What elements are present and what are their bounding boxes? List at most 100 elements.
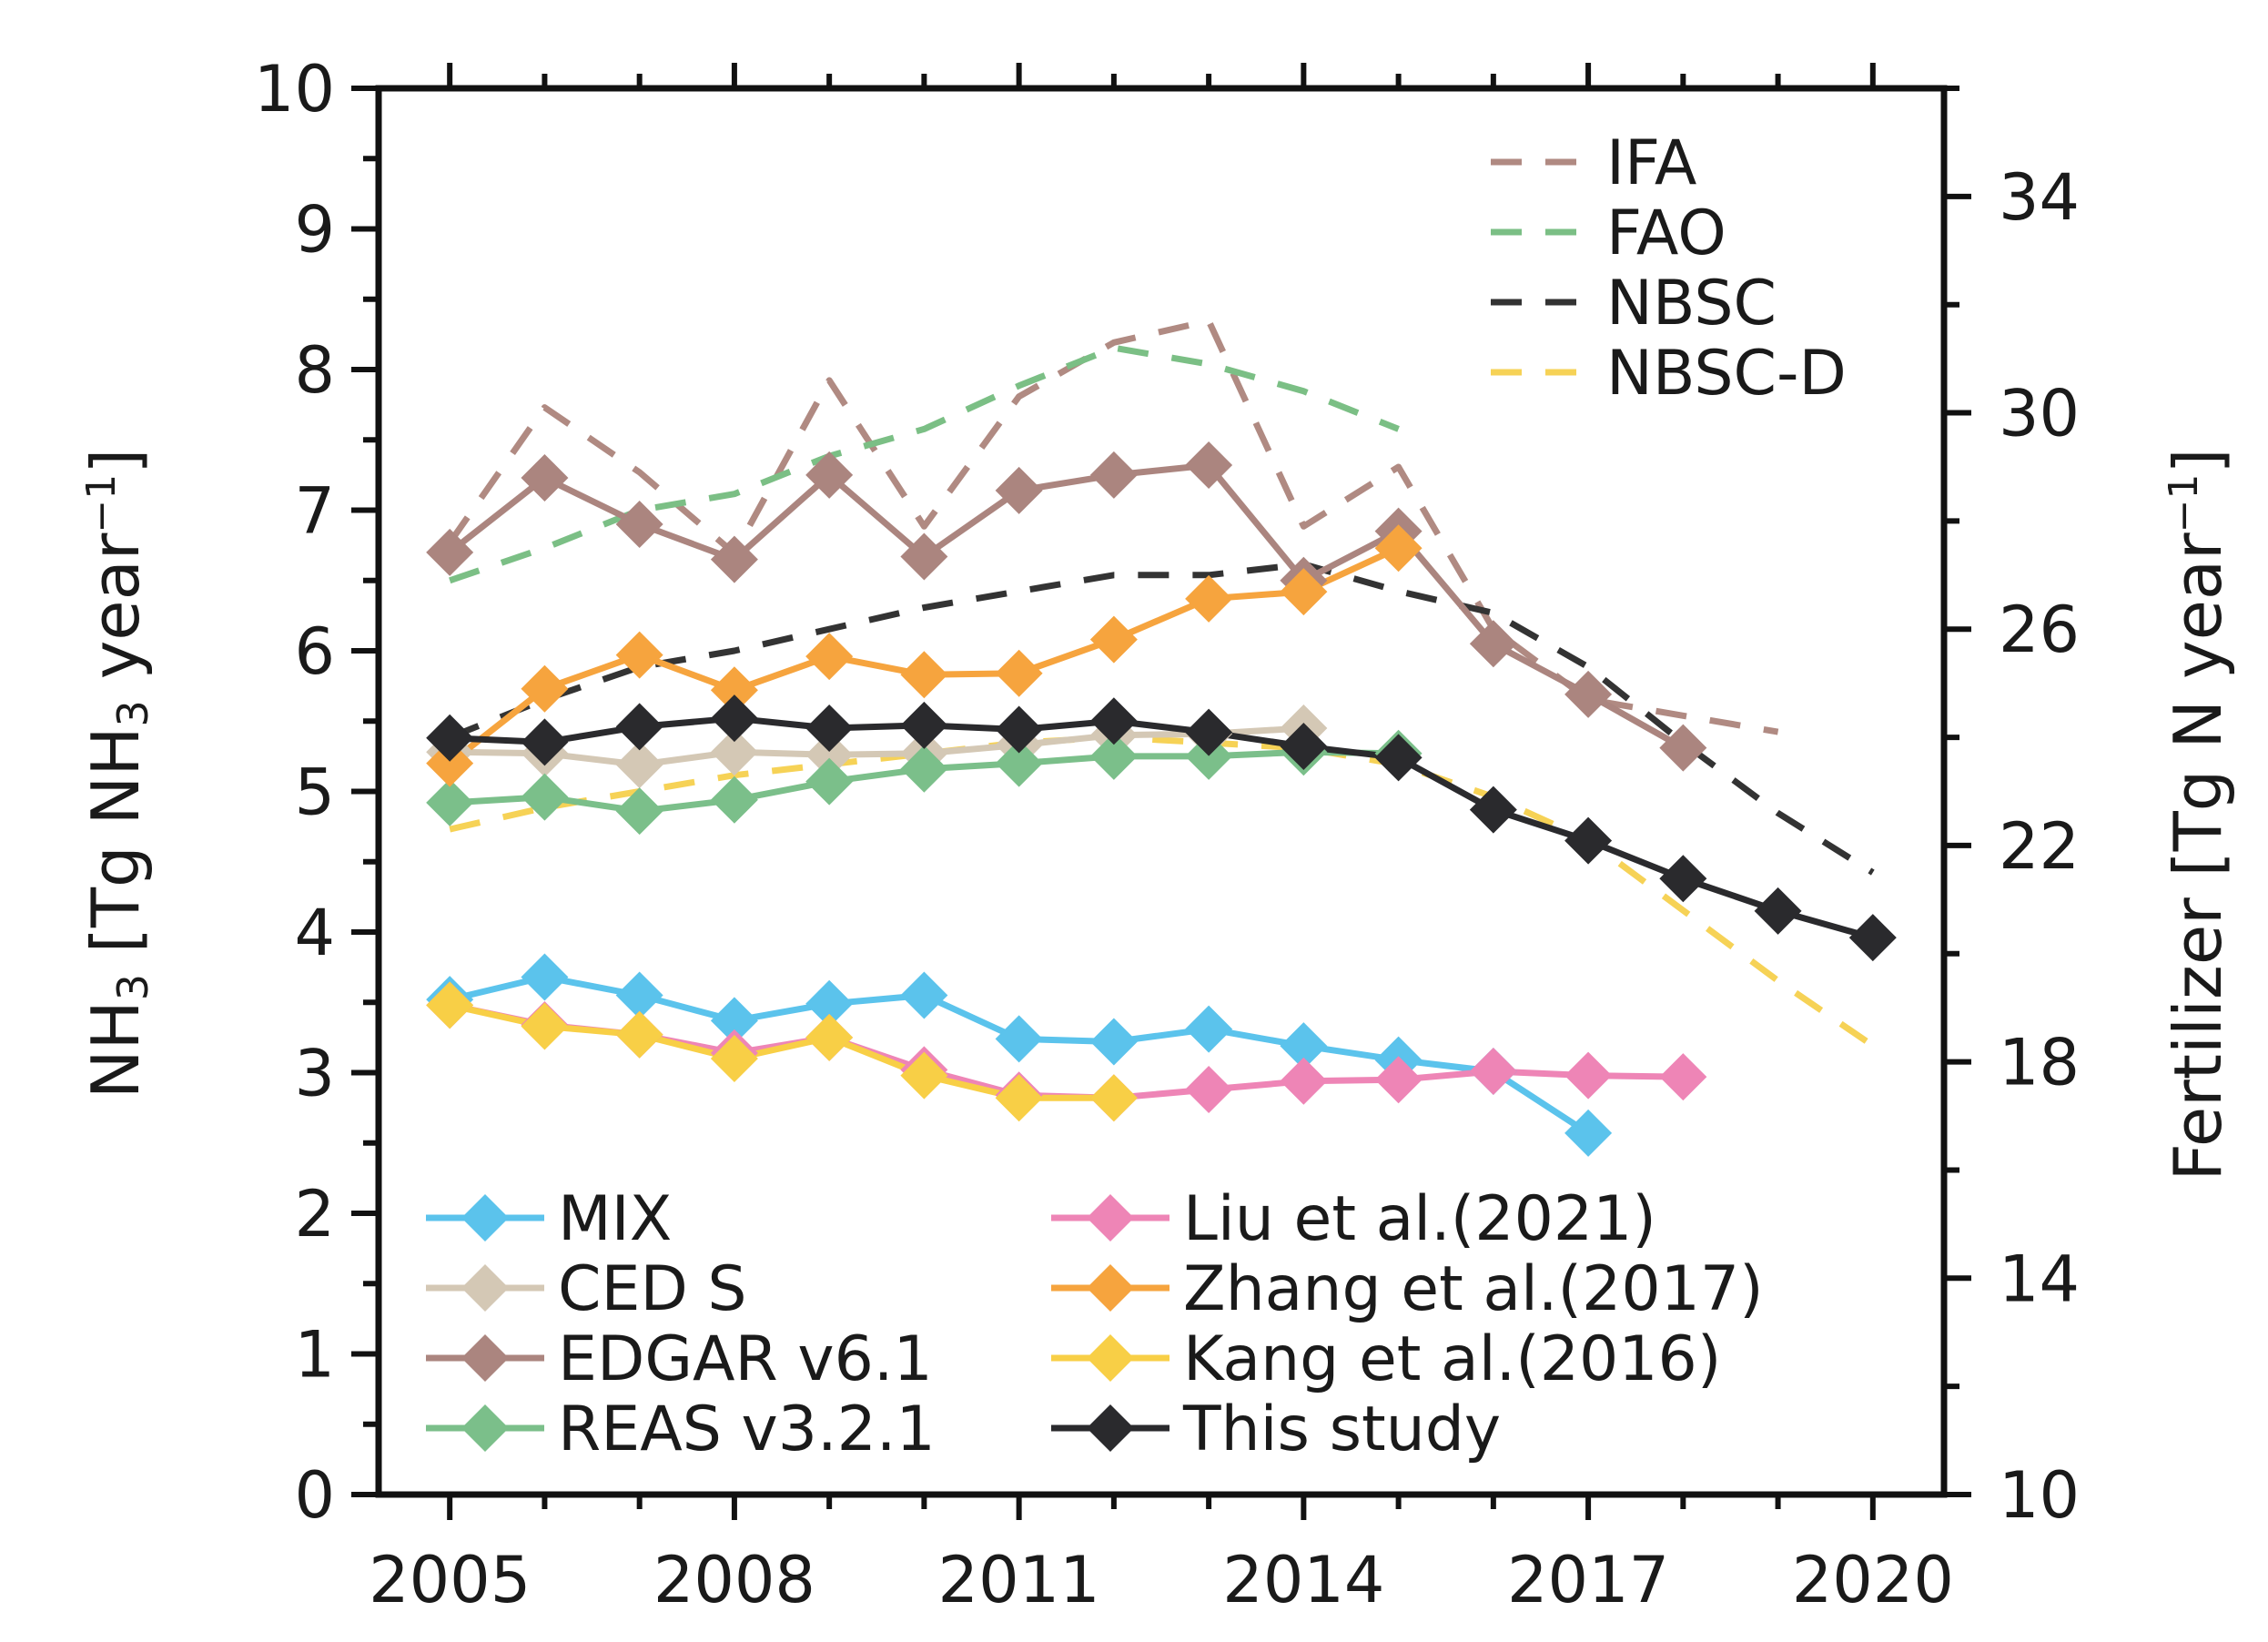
x-tick-label: 2005 xyxy=(369,1543,531,1617)
legend-label-fao: FAO xyxy=(1606,198,1726,269)
y-left-tick-label: 9 xyxy=(294,193,335,268)
point-reas-v3-2-1 xyxy=(995,739,1043,787)
point-mix xyxy=(710,997,758,1045)
point-edgar-v6-1 xyxy=(805,451,854,499)
y-left-tick-label: 3 xyxy=(294,1037,335,1111)
point-edgar-v6-1 xyxy=(1564,670,1613,718)
x-tick-label: 2008 xyxy=(653,1543,815,1617)
y-right-tick-label: 30 xyxy=(1999,377,2080,451)
point-edgar-v6-1 xyxy=(1185,441,1233,490)
point-zhang-et-al-2017 xyxy=(1185,574,1233,623)
legend-label-edgar-v6-1: EDGAR v6.1 xyxy=(558,1323,933,1395)
point-zhang-et-al-2017 xyxy=(995,649,1043,697)
point-edgar-v6-1 xyxy=(426,528,474,576)
y-left-tick-label: 1 xyxy=(294,1318,335,1393)
point-reas-v3-2-1 xyxy=(521,773,569,821)
point-liu-et-al-2021 xyxy=(1659,1053,1707,1101)
point-this-study xyxy=(1185,708,1233,756)
point-kang-et-al-2016 xyxy=(995,1074,1043,1122)
y-left-tick-label: 0 xyxy=(294,1458,335,1533)
point-edgar-v6-1 xyxy=(995,466,1043,514)
x-tick-label: 2020 xyxy=(1792,1543,1954,1617)
point-edgar-v6-1 xyxy=(1469,620,1517,668)
point-reas-v3-2-1 xyxy=(710,775,758,824)
y-right-tick-label: 18 xyxy=(1999,1026,2080,1100)
y-left-tick-label: 5 xyxy=(294,755,335,830)
point-zhang-et-al-2017 xyxy=(1280,568,1328,616)
point-liu-et-al-2021 xyxy=(1280,1057,1328,1105)
point-reas-v3-2-1 xyxy=(1185,732,1233,780)
legend-marker-edgar-v6-1 xyxy=(461,1334,509,1382)
point-mix xyxy=(1564,1109,1613,1157)
legend-marker-ced-s xyxy=(461,1264,509,1312)
point-reas-v3-2-1 xyxy=(1089,732,1138,780)
point-ced-s xyxy=(615,741,663,789)
point-zhang-et-al-2017 xyxy=(710,666,758,715)
point-this-study xyxy=(521,718,569,766)
legend-label-zhang-et-al-2017: Zhang et al.(2017) xyxy=(1183,1253,1764,1325)
point-mix xyxy=(1089,1018,1138,1066)
point-mix xyxy=(521,953,569,1001)
point-this-study xyxy=(1374,734,1423,782)
legend-marker-liu-et-al-2021 xyxy=(1087,1194,1134,1242)
y-left-tick-label: 7 xyxy=(294,474,335,549)
legend-label-mix: MIX xyxy=(558,1183,672,1255)
point-this-study xyxy=(995,705,1043,754)
legend-marker-zhang-et-al-2017 xyxy=(1087,1264,1134,1312)
point-zhang-et-al-2017 xyxy=(615,631,663,679)
point-mix xyxy=(995,1015,1043,1063)
legend-label-ifa: IFA xyxy=(1606,127,1696,199)
point-edgar-v6-1 xyxy=(1659,724,1707,772)
y-left-tick-label: 8 xyxy=(294,333,335,408)
legend-marker-kang-et-al-2016 xyxy=(1087,1334,1134,1382)
legend-label-nbsc: NBSC xyxy=(1606,268,1777,340)
point-this-study xyxy=(805,704,854,752)
point-mix xyxy=(615,971,663,1019)
point-edgar-v6-1 xyxy=(521,453,569,502)
y-left-tick-label: 2 xyxy=(294,1177,335,1252)
point-liu-et-al-2021 xyxy=(1374,1056,1423,1104)
point-ced-s xyxy=(805,731,854,779)
y-right-tick-label: 26 xyxy=(1999,593,2080,667)
point-edgar-v6-1 xyxy=(1089,451,1138,499)
x-tick-label: 2011 xyxy=(938,1543,1100,1617)
point-this-study xyxy=(1659,855,1707,903)
point-kang-et-al-2016 xyxy=(805,1013,854,1061)
point-kang-et-al-2016 xyxy=(710,1035,758,1083)
point-this-study xyxy=(1280,723,1328,771)
point-liu-et-al-2021 xyxy=(1564,1051,1613,1100)
point-this-study xyxy=(1754,887,1802,935)
line-ced-s xyxy=(450,725,1304,768)
point-kang-et-al-2016 xyxy=(615,1010,663,1059)
legend-label-this-study: This study xyxy=(1182,1394,1501,1465)
y-right-tick-label: 14 xyxy=(1999,1242,2080,1316)
line-fao xyxy=(449,344,1400,584)
point-kang-et-al-2016 xyxy=(426,981,474,1029)
right-axis-label: Fertilizer [Tg N year−1] xyxy=(2160,448,2236,1181)
point-zhang-et-al-2017 xyxy=(426,739,474,787)
y-left-tick-label: 10 xyxy=(254,52,335,127)
point-kang-et-al-2016 xyxy=(521,1002,569,1050)
legend-label-nbsc-d: NBSC-D xyxy=(1606,338,1847,410)
point-mix xyxy=(805,979,854,1028)
point-reas-v3-2-1 xyxy=(426,778,474,826)
point-this-study xyxy=(1469,786,1517,834)
x-tick-label: 2014 xyxy=(1222,1543,1384,1617)
point-this-study xyxy=(710,694,758,743)
left-axis-label: NH3 [Tg NH3 year−1] xyxy=(77,449,157,1100)
legend-label-kang-et-al-2016: Kang et al.(2016) xyxy=(1183,1323,1721,1395)
y-left-tick-label: 6 xyxy=(294,614,335,689)
point-reas-v3-2-1 xyxy=(615,787,663,836)
point-mix xyxy=(1185,1005,1233,1053)
legend-label-ced-s: CED S xyxy=(558,1253,747,1325)
line-this-study xyxy=(450,715,1874,941)
y-right-tick-label: 10 xyxy=(1999,1458,2080,1533)
point-edgar-v6-1 xyxy=(710,535,758,583)
point-kang-et-al-2016 xyxy=(1089,1074,1138,1122)
y-right-tick-label: 34 xyxy=(1999,160,2080,235)
point-this-study xyxy=(1848,914,1897,962)
legend-label-reas-v3-2-1: REAS v3.2.1 xyxy=(558,1394,936,1465)
